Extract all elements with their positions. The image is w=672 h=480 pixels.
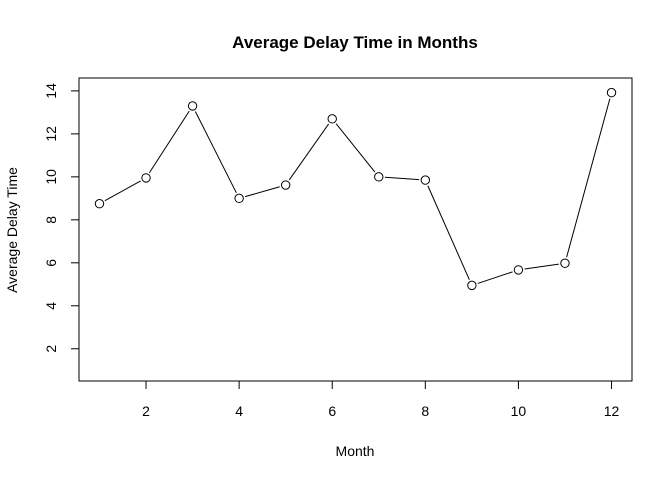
series-line-segment <box>427 185 470 280</box>
x-tick-label: 8 <box>421 403 429 419</box>
y-tick-label: 6 <box>43 259 59 267</box>
series-line-segment <box>524 263 559 270</box>
plot-area-frame <box>78 77 633 382</box>
series-line-segment <box>384 176 420 181</box>
data-point <box>234 193 244 204</box>
y-tick-label: 2 <box>43 345 59 353</box>
data-point <box>513 265 524 275</box>
data-point <box>280 180 291 190</box>
y-tick-label: 10 <box>43 169 59 185</box>
y-tick-label: 4 <box>43 302 59 310</box>
series-line-segment <box>104 180 141 202</box>
y-tick-label: 8 <box>43 216 59 224</box>
x-tick-label: 6 <box>328 403 336 419</box>
y-axis-title: Average Delay Time <box>4 167 20 293</box>
x-axis: 2 4 6 8 10 12 <box>142 380 620 419</box>
series-line-segment <box>477 271 513 284</box>
chart-title: Average Delay Time in Months <box>232 33 478 52</box>
series-line-segment <box>288 123 330 181</box>
x-tick-label: 10 <box>511 403 527 419</box>
series-line-segment <box>194 111 237 194</box>
x-tick-label: 2 <box>142 403 150 419</box>
data-point <box>187 101 198 111</box>
data-point <box>420 175 431 185</box>
series-line-segment <box>148 110 190 173</box>
x-tick-label: 12 <box>604 403 620 419</box>
y-tick-label: 12 <box>43 126 59 142</box>
series-layer <box>94 87 617 291</box>
x-tick-label: 4 <box>235 403 243 419</box>
x-axis-title: Month <box>336 443 375 459</box>
series-line-segment <box>244 186 280 198</box>
data-point <box>606 87 617 98</box>
data-point <box>467 280 477 291</box>
data-point <box>94 199 105 209</box>
y-tick-label: 14 <box>43 83 59 99</box>
series-line-segment <box>335 123 376 173</box>
y-axis: 2 4 6 8 10 12 14 <box>43 83 80 353</box>
series-line-segment <box>566 98 611 258</box>
data-point <box>374 172 384 182</box>
data-point <box>560 258 570 268</box>
data-point <box>327 114 337 124</box>
data-point <box>141 173 151 183</box>
